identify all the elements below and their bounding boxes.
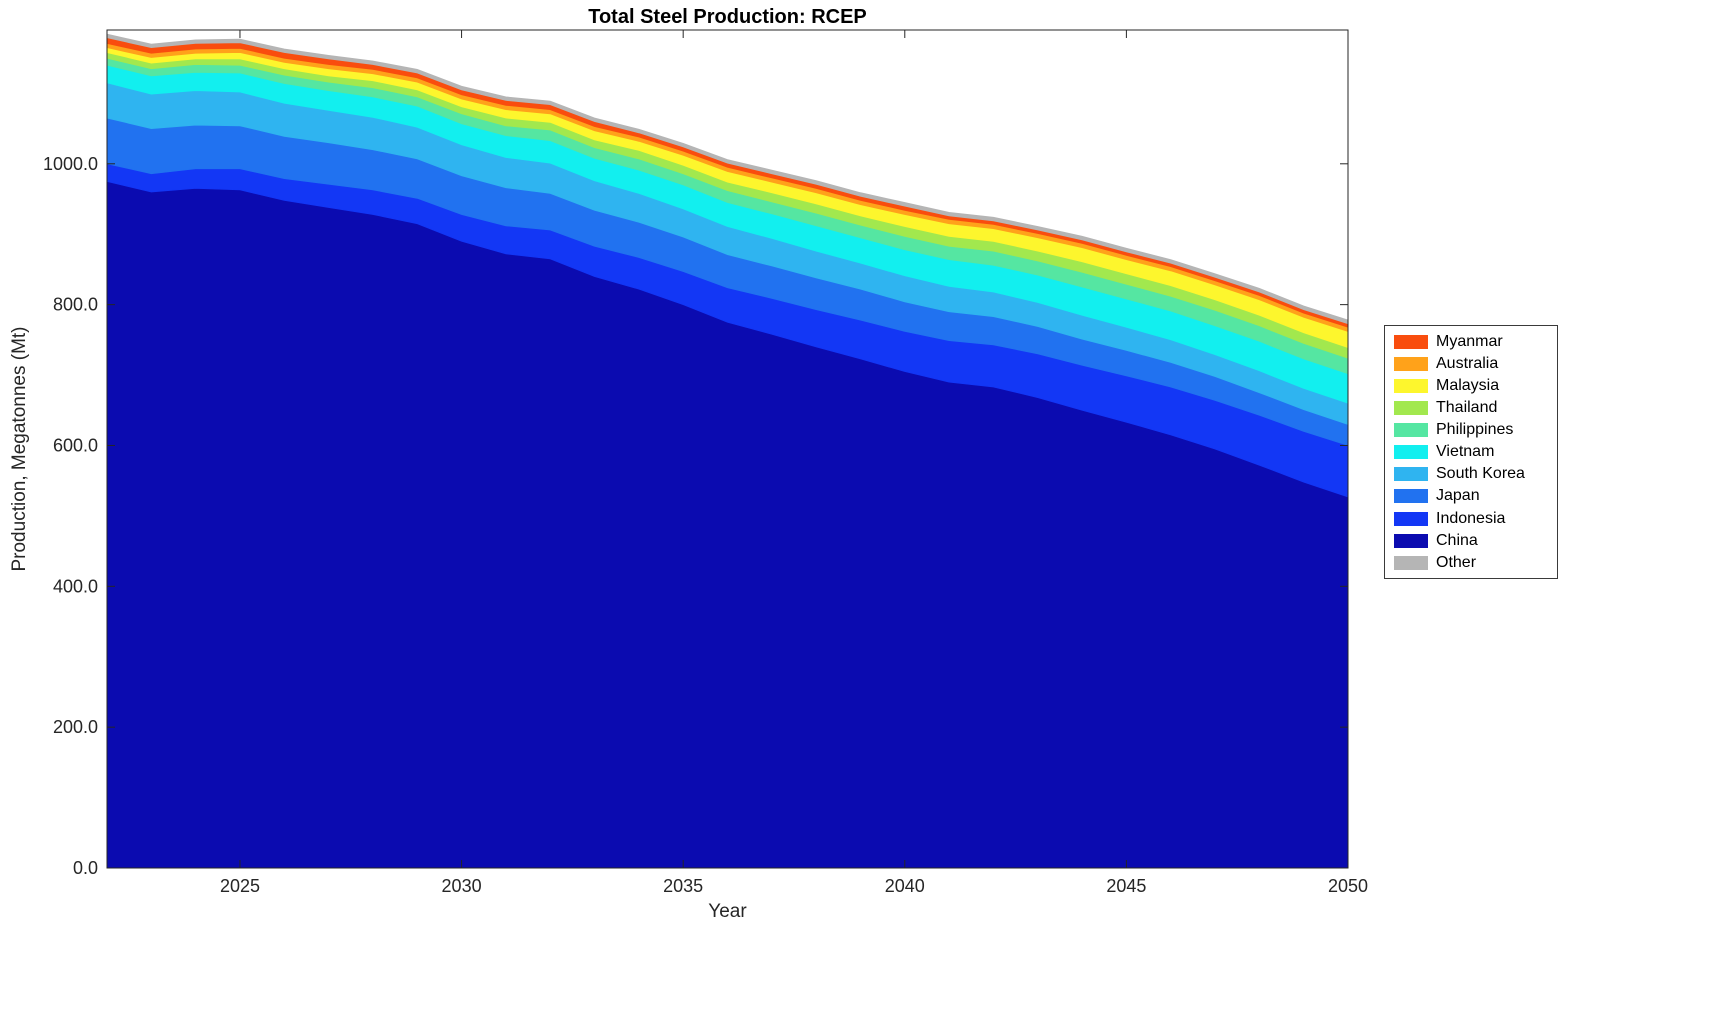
y-tick-label: 400.0	[53, 576, 98, 596]
legend-item-indonesia: Indonesia	[1394, 509, 1548, 527]
legend-item-japan: Japan	[1394, 487, 1548, 505]
legend-label: South Korea	[1436, 465, 1525, 483]
y-axis-label: Production, Megatonnes (Mt)	[9, 326, 30, 572]
plot-border	[106, 29, 1349, 869]
x-tick-label: 2045	[1106, 876, 1146, 896]
y-tick-label: 1000.0	[43, 154, 98, 174]
legend-label: China	[1436, 531, 1478, 549]
legend-swatch	[1394, 489, 1428, 504]
x-tick-label: 2035	[663, 876, 703, 896]
legend-swatch	[1394, 555, 1428, 570]
legend-item-myanmar: Myanmar	[1394, 332, 1548, 350]
legend-swatch	[1394, 356, 1428, 371]
legend-label: Vietnam	[1436, 443, 1495, 461]
y-tick-label: 600.0	[53, 435, 98, 455]
legend-label: Other	[1436, 553, 1477, 571]
legend-item-australia: Australia	[1394, 354, 1548, 372]
legend-item-thailand: Thailand	[1394, 400, 1548, 416]
legend-swatch	[1394, 334, 1428, 349]
x-tick-label: 2050	[1328, 876, 1368, 896]
legend-item-philippines: Philippines	[1394, 422, 1548, 438]
x-tick-label: 2025	[220, 876, 260, 896]
y-tick-label: 800.0	[53, 295, 98, 315]
legend-swatch	[1394, 533, 1428, 548]
legend-swatch	[1394, 378, 1428, 393]
legend-label: Japan	[1436, 487, 1480, 505]
legend-item-china: China	[1394, 531, 1548, 549]
x-tick-label: 2040	[885, 876, 925, 896]
legend-item-south-korea: South Korea	[1394, 465, 1548, 483]
legend-label: Myanmar	[1436, 332, 1503, 350]
x-tick-label: 2030	[442, 876, 482, 896]
legend-item-vietnam: Vietnam	[1394, 444, 1548, 460]
legend-label: Philippines	[1436, 421, 1514, 439]
legend-label: Malaysia	[1436, 376, 1500, 394]
legend-swatch	[1394, 401, 1428, 416]
legend-label: Indonesia	[1436, 509, 1506, 527]
legend: Myanmar Australia Malaysia Thailand Philippi…	[1384, 325, 1558, 580]
legend-label: Thailand	[1436, 399, 1498, 417]
legend-swatch	[1394, 445, 1428, 460]
legend-item-other: Other	[1394, 553, 1548, 571]
y-tick-label: 0.0	[73, 858, 98, 878]
chart-title: Total Steel Production: RCEP	[588, 6, 867, 28]
legend-swatch	[1394, 423, 1428, 438]
y-tick-label: 200.0	[53, 717, 98, 737]
legend-label: Australia	[1436, 354, 1499, 372]
legend-swatch	[1394, 511, 1428, 526]
x-axis-label: Year	[708, 901, 747, 922]
legend-swatch	[1394, 467, 1428, 482]
legend-item-malaysia: Malaysia	[1394, 376, 1548, 394]
